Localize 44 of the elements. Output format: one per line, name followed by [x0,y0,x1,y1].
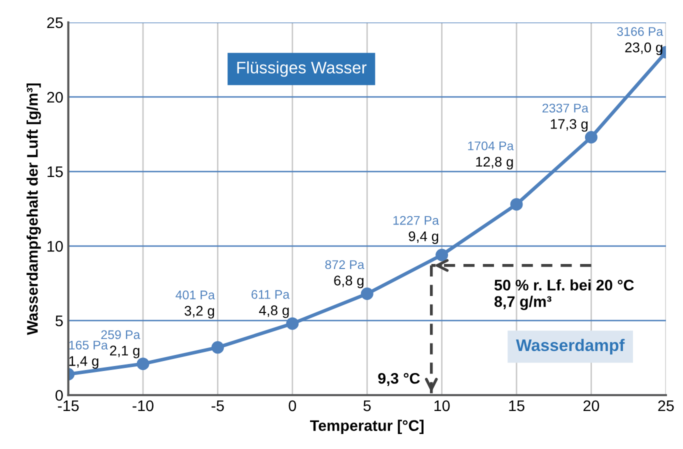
y-tick-label: 10 [48,240,63,252]
annotation: 401 Pa [176,290,215,300]
data-label: 3,2 g [184,306,214,319]
point [510,198,523,211]
point [584,130,598,144]
y-tick-label: 25 [47,17,63,28]
y-axis-title: Wasserdampfgehalt der Luft [g/m³] [26,83,41,335]
annotation: 1704 Pa [468,141,514,150]
point [436,248,448,262]
annotation: 872 Pa [325,260,364,270]
ref-line-label: 50 % r. Lf. bei 20 °C 8,7 g/m³ [494,279,634,310]
x-tick-label: -15 [58,400,79,412]
annotation: Wasserdampf [516,338,625,354]
data-label: 1,4 g [69,356,98,369]
point [360,288,374,300]
x-tick-label: 10 [434,400,450,412]
point [286,317,299,330]
annotation: Flüssiges Wasser [237,61,367,77]
x-axis-title: Temperatur [°C] [310,420,424,434]
y-tick-label: 5 [56,316,63,326]
data-label: 12,8 g [476,156,513,170]
data-label: 4,8 g [259,305,289,318]
y-tick-label: 0 [56,390,63,401]
y-tick-label: 15 [48,166,63,178]
data-label: 6,8 g [334,276,364,288]
ref-line-label: 9,3 °C [378,372,420,386]
x-tick-label: 25 [658,400,674,412]
x-tick-label: 20 [583,400,600,412]
y-tick-label: 20 [47,92,63,103]
data-label: 2,1 g [110,346,140,358]
annotation: 1227 Pa [393,216,440,225]
x-tick-label: 5 [363,400,371,412]
x-tick-label: 0 [288,400,296,412]
data-label: 9,4 g [408,231,438,244]
point [136,358,150,370]
annotation: 259 Pa [101,330,140,340]
annotation: 3166 Pa [617,27,664,36]
point [211,341,224,354]
data-label: 17,3 g [550,119,588,132]
annotation: 611 Pa [252,290,290,299]
x-tick-label: 15 [509,400,524,412]
x-tick-label: -5 [212,400,224,412]
x-tick-label: -10 [132,400,154,412]
annotation: 2337 Pa [542,104,588,113]
